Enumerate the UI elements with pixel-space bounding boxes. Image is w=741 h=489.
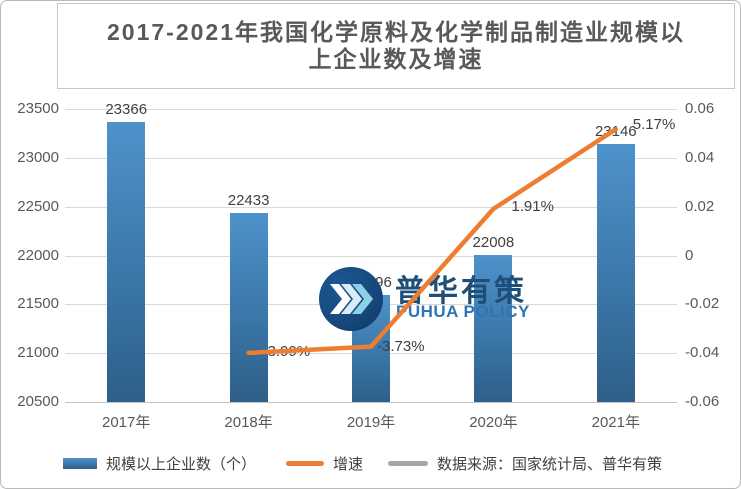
watermark-en-text: PUHUA POLICY	[396, 302, 530, 321]
x-axis-tick-label: 2019年	[346, 414, 396, 431]
left-axis-tick-label: 21000	[17, 344, 59, 362]
left-axis-tick-label: 22000	[17, 246, 59, 264]
gridline	[65, 109, 677, 110]
right-axis-tick-label: 0.04	[685, 148, 715, 166]
line-data-label: 5.17%	[632, 116, 676, 134]
legend-line-swatch	[286, 461, 325, 466]
growth-line	[246, 127, 619, 356]
gridline	[65, 157, 677, 159]
right-axis-tick-label: 0	[685, 246, 694, 264]
bar-data-label: 22433	[227, 192, 270, 210]
watermark-cn-text: 普华有策	[395, 275, 527, 308]
line-data-label: 1.91%	[511, 197, 554, 215]
growth-line-series	[246, 127, 619, 356]
bar	[474, 254, 513, 402]
left-axis-tick-label: 23500	[17, 100, 59, 117]
bar	[596, 143, 635, 402]
legend-line-label: 增速	[333, 456, 364, 473]
bar-data-label: 23366	[105, 101, 148, 119]
x-axis-tick-label: 2018年	[224, 414, 273, 431]
chart-title: 2017-2021年我国化学原料及化学制品制造业规模以上企业数及增速	[107, 18, 685, 72]
left-axis-tick-label: 21500	[17, 295, 59, 313]
x-axis-tick-label: 2021年	[591, 414, 640, 431]
x-axis-tick-label: 2020年	[469, 414, 518, 431]
legend-source-label: 数据来源：国家统计局、普华有策	[437, 456, 663, 473]
plot-area: 2336622433215962200823146	[65, 101, 677, 403]
legend-source-swatch	[388, 461, 429, 466]
legend-bar-label: 规模以上企业数（个）	[106, 456, 257, 473]
legend: 规模以上企业数（个） 增速 数据来源：国家统计局、普华有策	[63, 453, 662, 474]
right-axis-tick-label: -0.06	[685, 393, 720, 410]
right-axis-tick-label: 0.06	[685, 100, 715, 117]
bar-data-label: 22008	[472, 233, 515, 251]
left-axis-tick-label: 22500	[17, 197, 59, 215]
gridline	[65, 206, 677, 208]
chevrons-icon	[330, 284, 373, 314]
bar	[107, 122, 146, 402]
left-axis-tick-label: 23000	[17, 148, 59, 166]
gridline	[65, 402, 677, 403]
legend-bar-swatch	[63, 458, 97, 469]
line-data-label: -3.73%	[377, 337, 425, 355]
left-axis-tick-label: 20500	[17, 393, 59, 410]
gridline	[65, 255, 677, 257]
right-axis-tick-label: 0.02	[685, 197, 715, 215]
right-axis-tick-label: -0.02	[685, 295, 720, 313]
x-axis-tick-label: 2017年	[102, 414, 151, 431]
right-axis-tick-label: -0.04	[685, 344, 720, 362]
chart-title-box: 2017-2021年我国化学原料及化学制品制造业规模以上企业数及增速	[57, 3, 735, 89]
puhua-logo-icon	[319, 267, 383, 331]
bar	[229, 213, 268, 402]
